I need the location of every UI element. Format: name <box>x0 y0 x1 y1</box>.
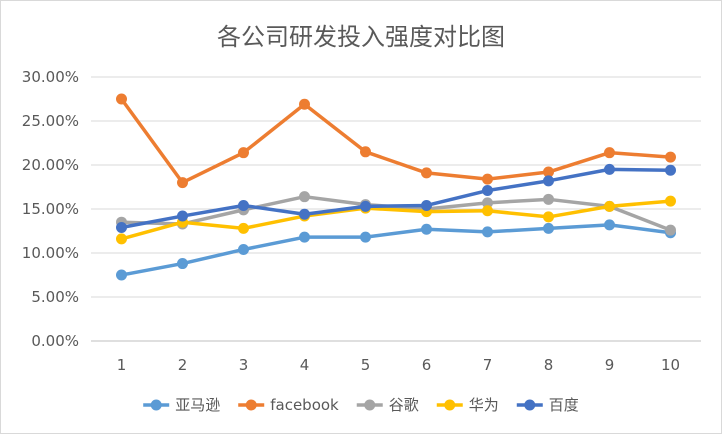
data-point <box>543 222 554 234</box>
series-line <box>119 199 673 241</box>
data-point <box>604 163 615 175</box>
data-point <box>482 185 493 197</box>
data-point <box>604 147 615 159</box>
series-亚马逊 <box>116 219 676 281</box>
series-百度 <box>116 163 676 233</box>
data-point <box>299 208 310 220</box>
legend-label: 谷歌 <box>389 396 419 414</box>
legend: 亚马逊 facebook 谷歌 华为 百度 <box>143 396 579 414</box>
data-point <box>238 222 249 234</box>
data-point <box>482 197 493 209</box>
data-point <box>360 146 371 158</box>
legend-item: 百度 <box>516 396 579 414</box>
series-facebook <box>116 93 676 189</box>
x-tick-label: 7 <box>483 356 493 374</box>
y-tick-label: 30.00% <box>22 68 79 86</box>
y-tick-label: 15.00% <box>22 200 79 218</box>
legend-marker-icon <box>245 399 257 411</box>
data-point <box>238 199 249 211</box>
legend-item: facebook <box>238 396 339 414</box>
data-point <box>360 200 371 212</box>
y-tick-label: 5.00% <box>31 288 79 306</box>
legend-label: facebook <box>270 396 339 414</box>
data-point <box>238 243 249 255</box>
data-point <box>543 166 554 178</box>
x-tick-label: 10 <box>661 356 680 374</box>
x-axis-ticks: 1 2 3 4 5 6 7 8 9 10 <box>117 356 680 374</box>
data-point <box>360 231 371 243</box>
data-point <box>482 226 493 238</box>
x-tick-label: 8 <box>544 356 554 374</box>
legend-item: 亚马逊 <box>143 396 220 414</box>
legend-marker-icon <box>150 399 162 411</box>
data-point <box>238 147 249 159</box>
x-tick-label: 9 <box>605 356 615 374</box>
data-point <box>482 205 493 217</box>
data-point <box>604 219 615 231</box>
y-tick-label: 0.00% <box>31 332 79 350</box>
legend-label: 华为 <box>469 396 499 414</box>
series-line <box>119 223 673 277</box>
data-point <box>665 151 676 163</box>
y-tick-label: 10.00% <box>22 244 79 262</box>
y-tick-label: 20.00% <box>22 156 79 174</box>
legend-marker-icon <box>364 399 376 411</box>
data-point <box>116 221 127 233</box>
legend-marker-icon <box>524 399 536 411</box>
x-tick-label: 4 <box>300 356 310 374</box>
data-point <box>116 233 127 245</box>
data-point <box>604 200 615 212</box>
legend-label: 百度 <box>549 396 579 414</box>
data-point <box>665 164 676 176</box>
data-point <box>299 98 310 110</box>
data-point <box>665 224 676 236</box>
data-point <box>177 210 188 222</box>
data-point <box>421 199 432 211</box>
data-point <box>421 167 432 179</box>
chart-title: 各公司研发投入强度对比图 <box>217 23 505 51</box>
x-tick-label: 3 <box>239 356 249 374</box>
series-line <box>119 167 673 230</box>
x-tick-label: 1 <box>117 356 127 374</box>
data-point <box>116 93 127 105</box>
y-tick-label: 25.00% <box>22 112 79 130</box>
data-point <box>299 191 310 203</box>
gridlines <box>91 76 701 342</box>
x-tick-label: 2 <box>178 356 188 374</box>
data-point <box>421 223 432 235</box>
data-point <box>665 195 676 207</box>
legend-label: 亚马逊 <box>175 396 220 414</box>
data-point <box>299 231 310 243</box>
data-point <box>543 175 554 187</box>
x-tick-label: 6 <box>422 356 432 374</box>
legend-item: 华为 <box>436 396 499 414</box>
data-point <box>177 177 188 189</box>
data-point <box>116 269 127 281</box>
legend-item: 谷歌 <box>356 396 419 414</box>
data-point <box>482 173 493 185</box>
series-lines <box>116 93 676 281</box>
series-line <box>119 97 673 185</box>
x-tick-label: 5 <box>361 356 371 374</box>
data-point <box>177 258 188 270</box>
data-point <box>543 211 554 223</box>
legend-marker-icon <box>444 399 456 411</box>
data-point <box>543 193 554 205</box>
y-axis-ticks: 0.00% 5.00% 10.00% 15.00% 20.00% 25.00% 30.00% <box>22 68 79 350</box>
